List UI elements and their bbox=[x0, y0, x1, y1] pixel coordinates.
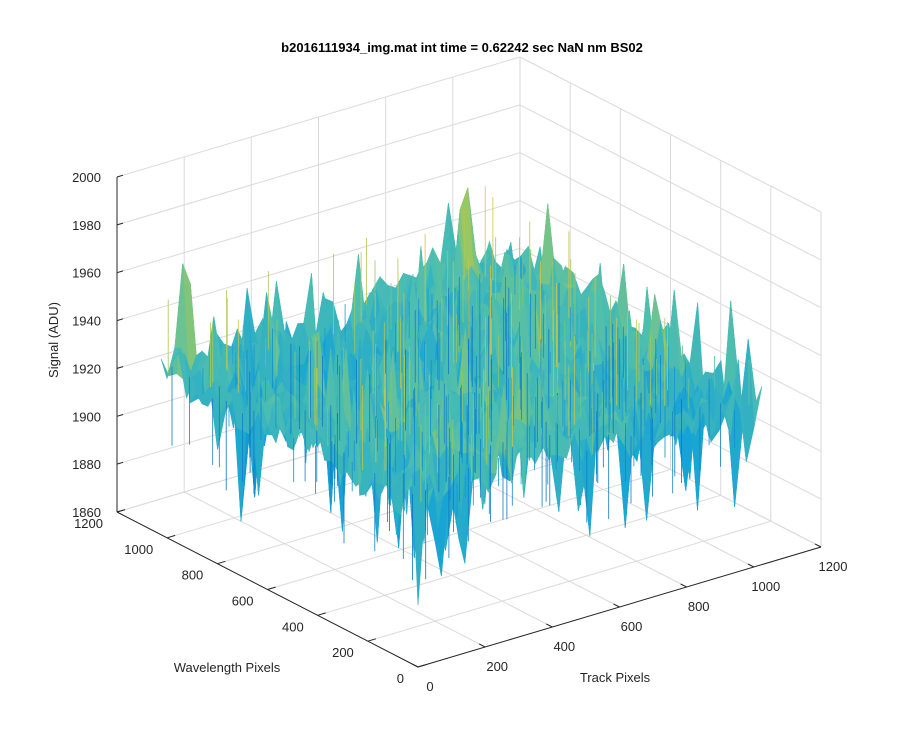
z-axis-label: Signal (ADU) bbox=[46, 302, 61, 378]
x-tick-label: 1200 bbox=[819, 559, 848, 574]
chart-title: b2016111934_img.mat int time = 0.62242 s… bbox=[281, 40, 643, 55]
z-tick-label: 1940 bbox=[72, 314, 101, 329]
grid-line-y-floor bbox=[317, 494, 721, 616]
y-tick-mark bbox=[167, 534, 176, 539]
z-tick-mark bbox=[116, 270, 124, 274]
y-tick-label: 1200 bbox=[74, 516, 103, 531]
y-tick-label: 0 bbox=[397, 671, 404, 686]
z-tick-mark bbox=[116, 318, 124, 322]
surface-patch bbox=[411, 468, 427, 606]
x-tick-label: 200 bbox=[486, 659, 508, 674]
x-tick-mark bbox=[680, 583, 687, 588]
grid-line-z-right bbox=[519, 104, 822, 261]
y-tick-label: 600 bbox=[232, 594, 254, 609]
z-tick-mark bbox=[116, 174, 124, 178]
y-tick-mark bbox=[217, 560, 226, 565]
z-tick-mark bbox=[116, 414, 124, 417]
surface-plot bbox=[160, 186, 763, 606]
y-tick-mark bbox=[317, 612, 326, 616]
y-tick-mark bbox=[367, 638, 377, 642]
x-tick-label: 0 bbox=[426, 679, 433, 694]
x-tick-label: 800 bbox=[688, 599, 710, 614]
surface-patch bbox=[740, 339, 755, 463]
grid-line-z-back bbox=[116, 152, 521, 274]
x-tick-label: 600 bbox=[621, 619, 643, 634]
x-tick-mark bbox=[478, 643, 486, 648]
grid-line-z-right bbox=[519, 200, 822, 357]
z-tick-mark bbox=[116, 461, 124, 465]
x-axis-label: Track Pixels bbox=[580, 670, 651, 685]
z-tick-mark bbox=[116, 509, 124, 513]
y-tick-label: 400 bbox=[282, 619, 304, 634]
x-tick-mark bbox=[814, 543, 822, 548]
z-tick-label: 1960 bbox=[72, 266, 101, 281]
grid-line-z-back bbox=[116, 104, 521, 226]
grid-line-y-floor bbox=[367, 520, 771, 642]
y-tick-label: 800 bbox=[182, 568, 204, 583]
x-tick-mark bbox=[411, 663, 419, 668]
y-axis-label: Wavelength Pixels bbox=[174, 660, 281, 675]
x-tick-label: 400 bbox=[553, 639, 575, 654]
y-tick-mark bbox=[267, 586, 276, 590]
x-tick-mark bbox=[613, 603, 620, 608]
grid-line-z-back bbox=[116, 56, 521, 178]
axes bbox=[116, 174, 822, 668]
y-tick-mark bbox=[417, 664, 427, 668]
x-tick-mark bbox=[546, 623, 553, 628]
z-tick-label: 1880 bbox=[72, 457, 101, 472]
x-tick-label: 1000 bbox=[751, 579, 780, 594]
grid-line-z-right bbox=[519, 56, 822, 213]
z-tick-mark bbox=[116, 222, 124, 226]
z-tick-label: 1980 bbox=[72, 218, 101, 233]
z-tick-label: 1900 bbox=[72, 409, 101, 424]
grid-line-z-right bbox=[519, 152, 822, 309]
grid-line-y-floor bbox=[267, 469, 671, 590]
x-tick-mark bbox=[747, 563, 755, 568]
tick-labels: 0 200 400 600 800 1000 1200 0 200 400 600 800 1000 12… bbox=[72, 170, 847, 694]
z-tick-label: 1860 bbox=[72, 505, 101, 520]
y-tick-label: 200 bbox=[332, 645, 354, 660]
y-tick-label: 1000 bbox=[124, 542, 153, 557]
z-tick-mark bbox=[116, 366, 124, 369]
z-tick-label: 1920 bbox=[72, 361, 101, 376]
z-tick-label: 2000 bbox=[72, 170, 101, 185]
